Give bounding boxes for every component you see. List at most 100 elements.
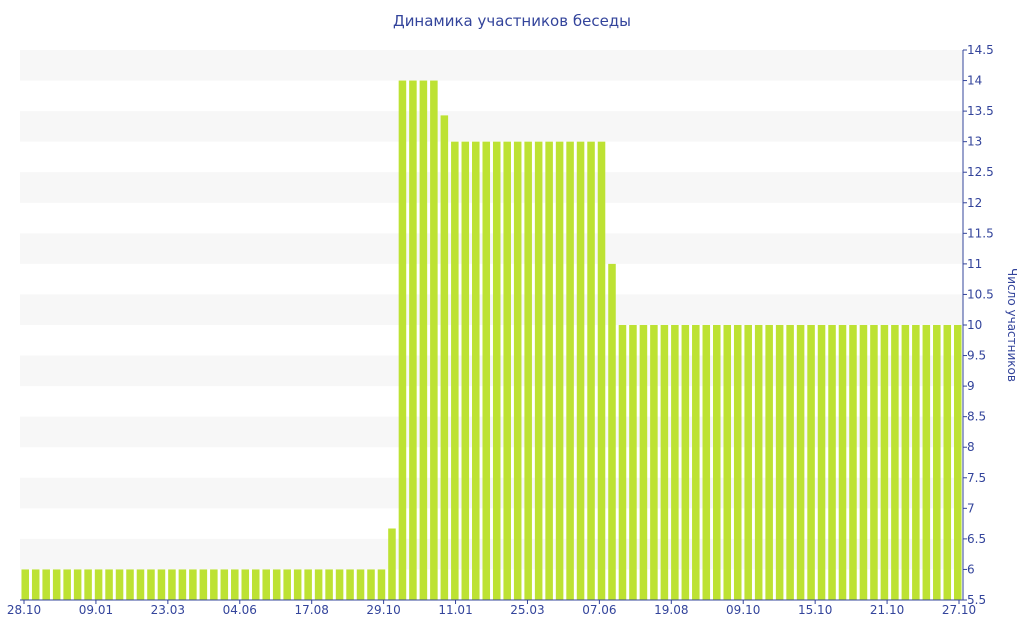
y-tick-label: 9.5: [967, 349, 986, 363]
bar: [325, 569, 333, 600]
bar: [870, 325, 878, 600]
bar: [807, 325, 815, 600]
x-tick-label: 09.01: [79, 603, 113, 617]
bar: [388, 528, 396, 600]
bar: [828, 325, 836, 600]
y-tick-label: 11: [967, 257, 982, 271]
bar: [84, 569, 92, 600]
bar: [210, 569, 218, 600]
grid-band: [20, 172, 963, 203]
x-tick-label: 19.08: [654, 603, 688, 617]
y-tick-label: 12.5: [967, 165, 994, 179]
bar: [178, 569, 187, 600]
bar: [147, 569, 155, 600]
bar: [901, 325, 910, 600]
bar: [513, 141, 522, 601]
bar: [293, 569, 302, 600]
bar: [251, 569, 260, 600]
bar: [283, 569, 291, 600]
grid-band: [20, 538, 963, 570]
y-tick-label: 13: [967, 135, 982, 149]
bar: [587, 141, 595, 601]
y-tick-label: 11.5: [967, 226, 994, 240]
y-tick-label: 7.5: [967, 471, 986, 485]
bar: [199, 569, 208, 600]
bar: [220, 569, 229, 600]
bar: [304, 569, 312, 600]
x-tick-label: 25.03: [510, 603, 544, 617]
grid-band: [20, 294, 963, 325]
bar: [744, 325, 752, 600]
bar: [786, 325, 794, 600]
x-tick-label: 23.03: [151, 603, 185, 617]
bar: [671, 325, 679, 600]
y-tick-label: 6.5: [967, 532, 986, 546]
x-tick-label: 04.06: [223, 603, 257, 617]
x-tick-label: 09.10: [726, 603, 760, 617]
bar: [754, 325, 763, 600]
x-tick-label: 21.10: [870, 603, 904, 617]
y-tick-label: 8.5: [967, 410, 986, 424]
bar: [356, 569, 365, 600]
bar: [576, 141, 585, 601]
bar: [555, 141, 564, 601]
bar: [189, 569, 197, 600]
bar: [105, 569, 113, 600]
y-tick-label: 10: [967, 318, 982, 332]
bar: [660, 325, 669, 600]
y-tick-label: 14: [967, 74, 982, 88]
bar: [115, 569, 124, 600]
y-tick-label: 6: [967, 562, 975, 576]
bar: [262, 569, 270, 600]
bar: [796, 325, 805, 600]
bar: [73, 569, 82, 600]
bar: [346, 569, 354, 600]
bar: [451, 141, 459, 601]
bar: [430, 80, 438, 600]
y-tick-label: 7: [967, 501, 975, 515]
bar: [168, 569, 176, 600]
bar: [733, 325, 742, 600]
bar: [713, 325, 721, 600]
bar: [52, 569, 61, 600]
bar: [377, 569, 386, 600]
grid-band: [20, 111, 963, 142]
bar: [241, 569, 250, 600]
bar: [42, 569, 50, 600]
bar: [953, 325, 962, 600]
bar: [534, 141, 543, 601]
x-axis-ticks: 28.10 09.01 23.03 04.06 17.08 29.10 11.01 25.03…: [7, 600, 976, 617]
bar: [409, 80, 417, 600]
bar: [566, 141, 574, 601]
bar: [335, 569, 344, 600]
bar: [21, 569, 30, 600]
bar: [157, 569, 166, 600]
bar: [859, 325, 868, 600]
grid-band: [20, 233, 963, 264]
bar: [461, 141, 470, 601]
bar: [31, 569, 40, 600]
y-tick-label: 5.5: [967, 593, 986, 607]
x-tick-label: 11.01: [438, 603, 472, 617]
bar: [419, 80, 428, 600]
bar: [472, 141, 480, 601]
x-tick-label: 27.10: [942, 603, 976, 617]
bar: [94, 569, 103, 600]
grid-bands: [20, 50, 963, 570]
bar: [608, 263, 616, 600]
bar: [524, 141, 532, 601]
bar: [63, 569, 71, 600]
bar: [891, 325, 899, 600]
chart-title: Динамика участников беседы: [392, 12, 632, 30]
y-axis-title: Число участников: [1005, 268, 1019, 382]
y-tick-label: 9: [967, 379, 975, 393]
bar: [933, 325, 941, 600]
bar: [817, 325, 826, 600]
bar: [650, 325, 658, 600]
bar: [545, 141, 553, 601]
grid-band: [20, 50, 963, 81]
bar: [136, 569, 145, 600]
bar: [314, 569, 323, 600]
grid-band: [20, 477, 963, 509]
